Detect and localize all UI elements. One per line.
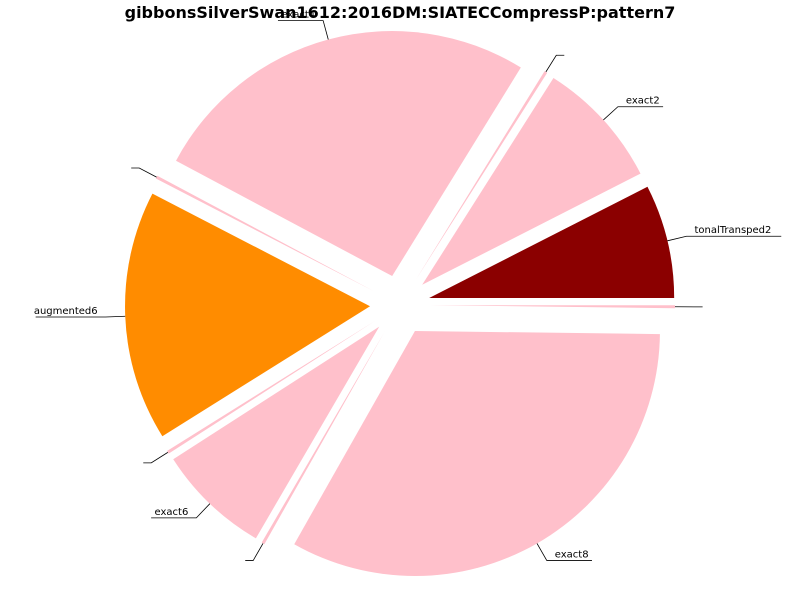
leader-line [151,503,211,519]
pie-slice-exact8 [294,331,660,577]
leader-line [536,543,592,561]
slice-label: augmented6 [34,306,98,317]
slice-label: tonalTransped2 [694,225,771,236]
chart-title: gibbonsSilverSwan1612:2016DM:SIATECCompr… [124,3,676,22]
slice-label: exact4 [281,10,315,21]
pie-slice-exact2 [422,77,641,285]
slice-label-group-tiny-2 [545,54,565,73]
pie-slice-exact4 [176,31,521,277]
pie-slice-exact6 [173,326,380,539]
leader-line [545,54,565,73]
leader-line [131,167,157,178]
slice-label-group-tiny-6 [143,452,169,464]
slice-label: exact8 [555,549,589,560]
leader-line [245,543,264,561]
slice-label-group-tonalTransped2: tonalTransped2 [667,225,782,242]
pie-slice-tiny-8 [261,331,386,545]
pie-slice-tiny-10 [429,305,675,309]
slice-label-group-tiny-8 [245,543,264,561]
slice-label-group-exact2: exact2 [603,96,664,121]
pie-slice-tiny-6 [166,321,375,454]
slice-label: exact2 [626,96,660,107]
slice-label: exact6 [155,507,189,518]
leader-line [667,235,782,242]
slice-label-group-exact8: exact8 [536,543,592,561]
leader-line [35,315,126,318]
slice-label-group-exact4: exact4 [277,10,329,40]
pie-slice-tonalTransped2 [429,186,675,298]
slice-label-group-tiny-4 [131,167,157,178]
leader-line [143,452,169,464]
pie-slice-tiny-2 [415,71,548,280]
slice-label-group-augmented6: augmented6 [34,306,126,318]
leader-line [277,20,329,40]
leader-line [603,106,664,121]
pie-slice-augmented6 [125,193,371,437]
pie-slice-tiny-4 [155,175,374,292]
slice-label-group-exact6: exact6 [151,503,211,519]
